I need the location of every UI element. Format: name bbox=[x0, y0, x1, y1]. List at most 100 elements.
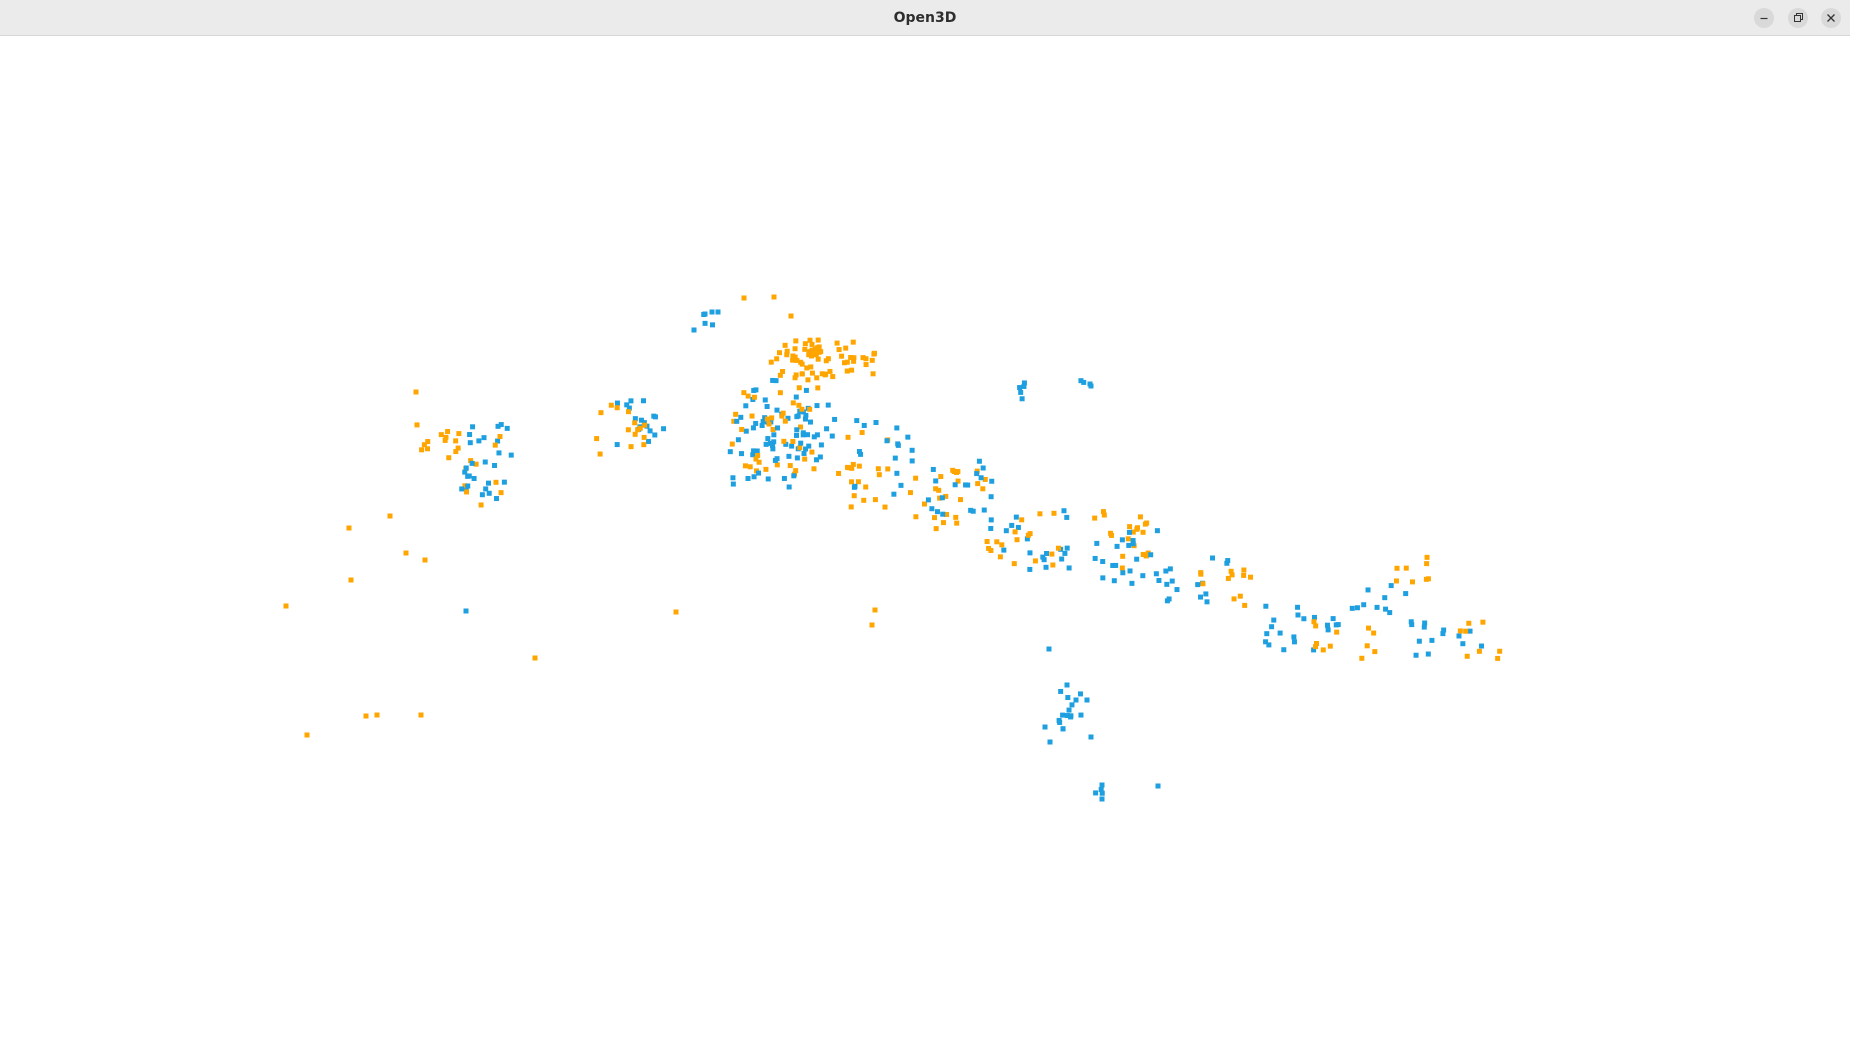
point-blue bbox=[1387, 610, 1393, 616]
point-orange bbox=[792, 346, 798, 352]
point-orange bbox=[869, 357, 875, 363]
point-orange bbox=[781, 438, 787, 444]
point-orange bbox=[812, 346, 818, 352]
point-blue bbox=[1440, 631, 1446, 637]
point-blue bbox=[753, 387, 759, 393]
point-orange bbox=[413, 389, 419, 395]
point-blue bbox=[652, 432, 658, 438]
point-blue bbox=[486, 490, 492, 496]
point-blue bbox=[760, 419, 766, 425]
point-orange bbox=[777, 390, 783, 396]
close-button[interactable] bbox=[1821, 8, 1841, 28]
point-orange bbox=[445, 428, 451, 434]
point-blue bbox=[1120, 570, 1126, 576]
point-blue bbox=[1169, 578, 1175, 584]
point-orange bbox=[464, 489, 470, 495]
point-orange bbox=[771, 294, 777, 300]
point-orange bbox=[614, 405, 620, 411]
point-blue bbox=[1382, 595, 1388, 601]
point-orange bbox=[953, 514, 959, 520]
point-blue bbox=[626, 405, 632, 411]
point-blue bbox=[1413, 652, 1419, 658]
point-orange bbox=[346, 525, 352, 531]
point-orange bbox=[958, 497, 964, 503]
point-blue bbox=[730, 475, 736, 481]
point-blue bbox=[1266, 642, 1272, 648]
point-blue bbox=[1277, 630, 1283, 636]
point-blue bbox=[805, 432, 811, 438]
point-orange bbox=[933, 526, 939, 532]
point-blue bbox=[1324, 622, 1330, 628]
point-blue bbox=[981, 507, 987, 513]
point-orange bbox=[815, 385, 821, 391]
point-blue bbox=[1119, 537, 1125, 543]
point-orange bbox=[598, 410, 604, 416]
point-blue bbox=[463, 465, 469, 471]
point-blue bbox=[632, 416, 638, 422]
point-orange bbox=[1050, 562, 1056, 568]
point-orange bbox=[798, 424, 804, 430]
point-orange bbox=[796, 402, 802, 408]
point-blue bbox=[1078, 691, 1084, 697]
point-orange bbox=[811, 466, 817, 472]
point-blue bbox=[1479, 643, 1485, 649]
close-icon bbox=[1827, 14, 1835, 22]
title-bar[interactable]: Open3D bbox=[0, 0, 1850, 36]
minimize-button[interactable] bbox=[1754, 8, 1774, 28]
point-orange bbox=[1137, 514, 1143, 520]
point-blue bbox=[1224, 560, 1230, 566]
point-orange bbox=[733, 411, 739, 417]
point-cloud-canvas[interactable] bbox=[0, 37, 1850, 1053]
point-blue bbox=[989, 478, 995, 484]
point-orange bbox=[1092, 515, 1098, 521]
point-orange bbox=[753, 456, 759, 462]
point-blue bbox=[1349, 605, 1355, 611]
point-orange bbox=[776, 350, 782, 356]
point-blue bbox=[645, 438, 651, 444]
point-blue bbox=[1068, 714, 1074, 720]
point-orange bbox=[882, 504, 888, 510]
point-blue bbox=[930, 466, 936, 472]
point-orange bbox=[1334, 629, 1340, 635]
point-blue bbox=[1100, 559, 1106, 565]
point-orange bbox=[818, 349, 824, 355]
point-orange bbox=[802, 341, 808, 347]
point-blue bbox=[814, 403, 820, 409]
point-blue bbox=[763, 441, 769, 447]
point-orange bbox=[1025, 532, 1031, 538]
point-blue bbox=[976, 458, 982, 464]
point-blue bbox=[770, 446, 776, 452]
point-orange bbox=[937, 495, 943, 501]
point-orange bbox=[863, 356, 869, 362]
point-orange bbox=[455, 445, 461, 451]
point-blue bbox=[1291, 634, 1297, 640]
point-cloud-viewport[interactable] bbox=[0, 37, 1850, 1053]
point-blue bbox=[754, 448, 760, 454]
point-orange bbox=[1314, 640, 1320, 646]
point-blue bbox=[1330, 616, 1336, 622]
point-blue bbox=[1198, 594, 1204, 600]
point-blue bbox=[1060, 712, 1066, 718]
point-blue bbox=[691, 327, 697, 333]
point-orange bbox=[876, 472, 882, 478]
point-blue bbox=[1195, 582, 1201, 588]
point-blue bbox=[791, 473, 797, 479]
point-orange bbox=[790, 353, 796, 359]
point-orange bbox=[1464, 653, 1470, 659]
point-orange bbox=[982, 476, 988, 482]
point-blue bbox=[952, 482, 958, 488]
point-blue bbox=[774, 407, 780, 413]
point-blue bbox=[884, 438, 890, 444]
point-orange bbox=[834, 340, 840, 346]
point-blue bbox=[1060, 726, 1066, 732]
point-orange bbox=[804, 365, 810, 371]
point-orange bbox=[1140, 551, 1146, 557]
point-blue bbox=[1094, 540, 1100, 546]
point-orange bbox=[792, 375, 798, 381]
point-orange bbox=[885, 466, 891, 472]
point-orange bbox=[870, 371, 876, 377]
point-blue bbox=[970, 508, 976, 514]
point-blue bbox=[852, 483, 858, 489]
maximize-button[interactable] bbox=[1788, 8, 1808, 28]
point-blue bbox=[466, 473, 472, 479]
